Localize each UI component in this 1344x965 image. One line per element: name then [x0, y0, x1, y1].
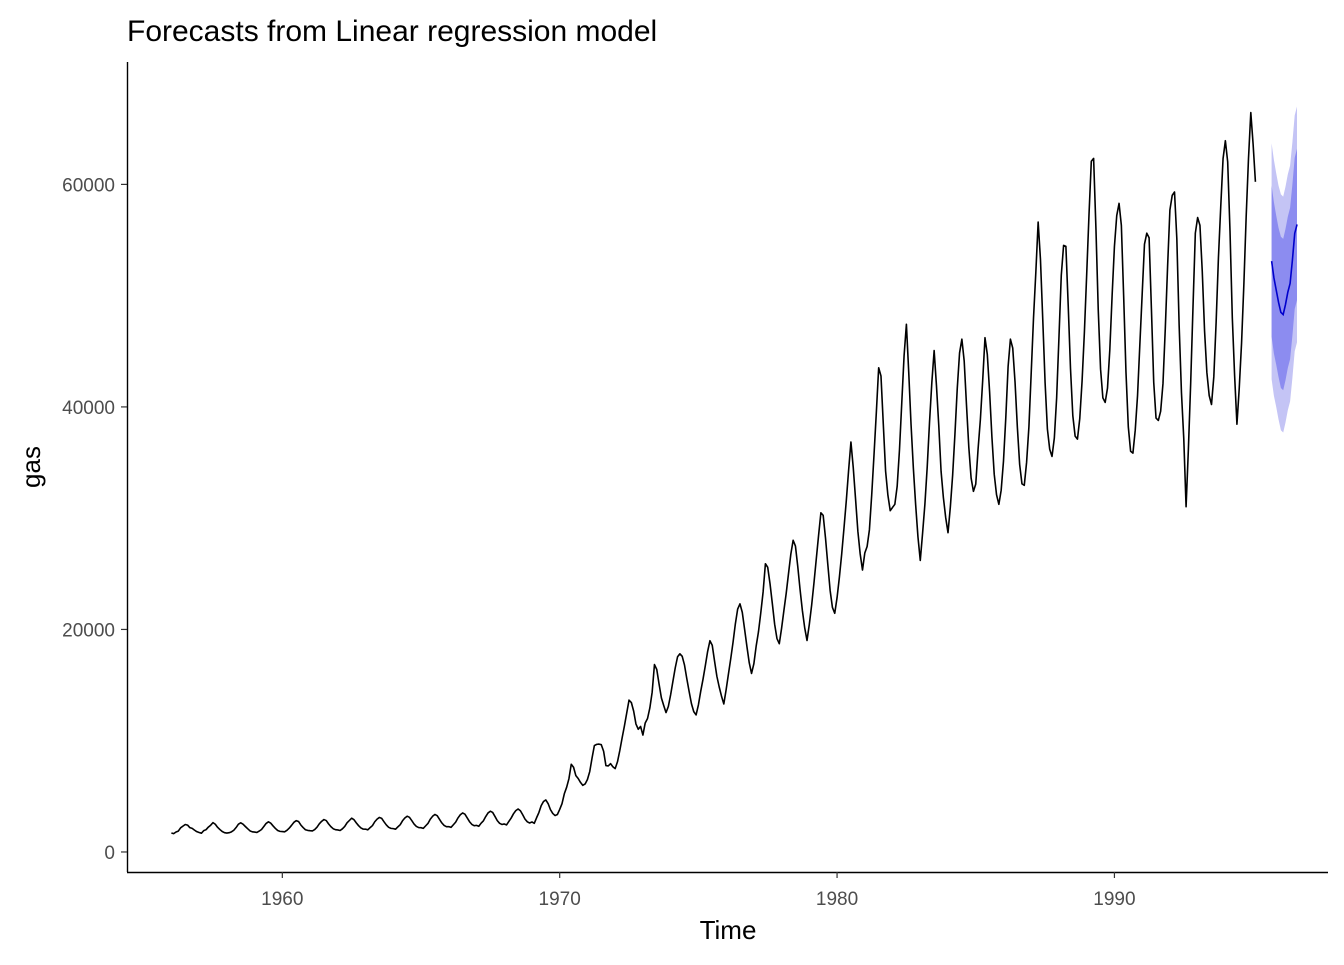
x-axis-title: Time — [700, 915, 757, 945]
forecast-line — [1270, 224, 1298, 317]
plot-area — [171, 106, 1298, 835]
y-tick-label: 0 — [104, 843, 115, 864]
x-tick-label: 1990 — [1093, 889, 1135, 910]
x-axis-ticks: 1960 1970 1980 1990 — [261, 872, 1136, 910]
y-axis-title: gas — [16, 446, 46, 488]
x-tick-label: 1960 — [261, 889, 303, 910]
series-line — [171, 111, 1257, 835]
x-tick-label: 1970 — [539, 889, 581, 910]
y-tick-label: 60000 — [62, 175, 115, 196]
x-tick-label: 1980 — [816, 889, 858, 910]
chart-title: Forecasts from Linear regression model — [127, 15, 657, 48]
y-axis-ticks: 0 20000 40000 60000 — [62, 175, 127, 864]
y-tick-label: 40000 — [62, 398, 115, 419]
y-tick-label: 20000 — [62, 620, 115, 641]
prediction-interval-80 — [1271, 148, 1297, 391]
